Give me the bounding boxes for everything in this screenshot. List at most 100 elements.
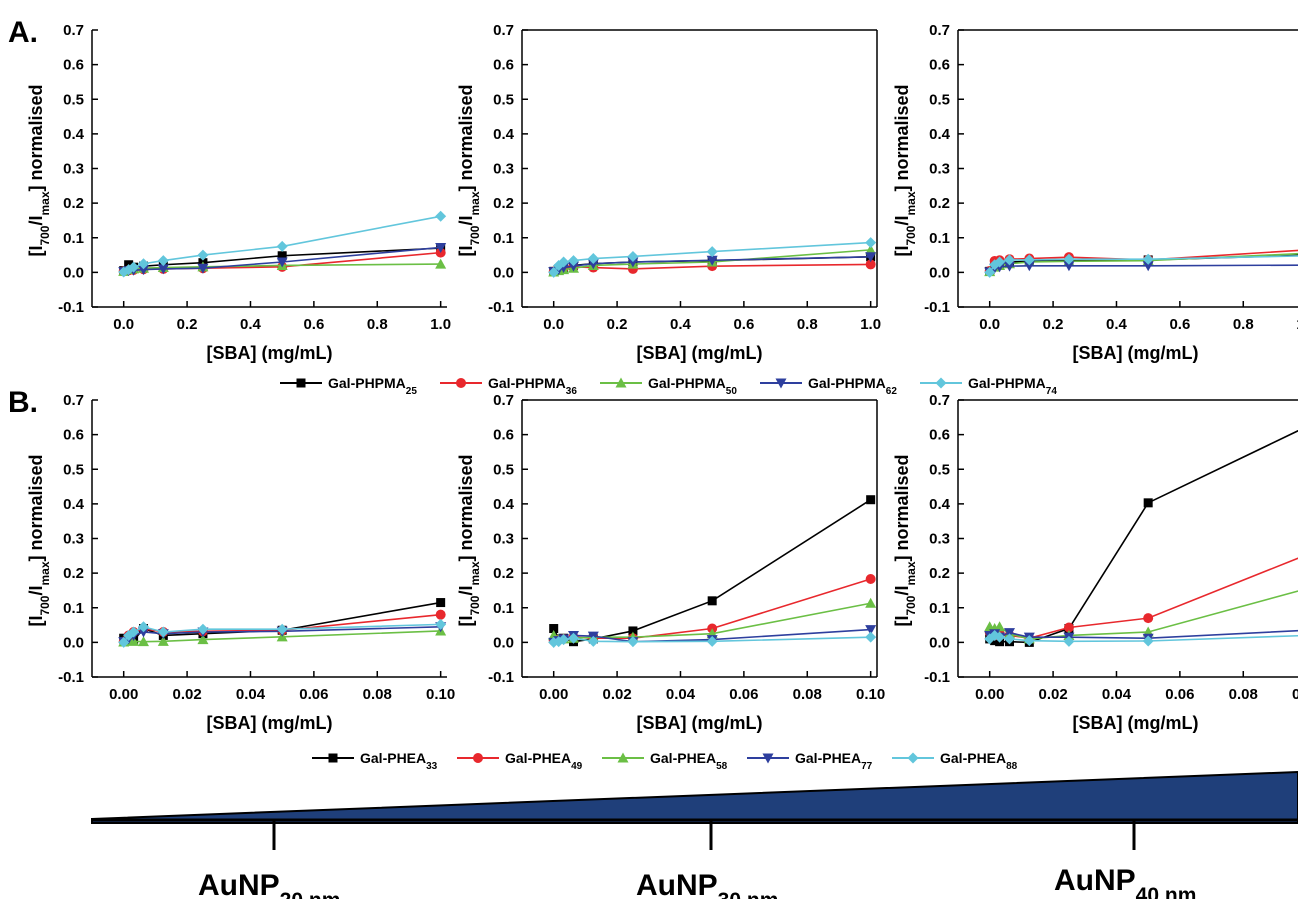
series-2-point	[1143, 613, 1154, 624]
y-tick-label: 0.1	[493, 600, 514, 617]
series-4-point	[157, 264, 169, 275]
series-4-point	[1023, 261, 1035, 272]
series-4-point	[138, 265, 150, 276]
series-1-point	[866, 495, 876, 505]
series-1-point	[436, 598, 446, 608]
legend-name: Gal-PHEA	[795, 750, 861, 766]
x-tick-label: 0.8	[1233, 316, 1254, 333]
y-tick-label: 0.1	[63, 230, 84, 247]
x-tick-label: 0.02	[1038, 686, 1067, 703]
y-axis-label-part: ] normalised	[892, 84, 912, 191]
legend-b: Gal-PHEA33 Gal-PHEA49 Gal-PHEA58 Gal-PHEA77…	[312, 750, 1018, 772]
series-5-point	[706, 635, 718, 647]
y-axis-label-part: 700	[904, 595, 918, 615]
y-axis-label-part: /I	[892, 586, 912, 596]
y-axis-label: [I700/Imax] normalised	[26, 454, 52, 626]
legend-marker-1	[296, 378, 306, 388]
x-tick-label: 0.02	[602, 686, 631, 703]
x-tick-label: 0.6	[303, 316, 324, 333]
legend-subscript: 33	[426, 761, 438, 772]
x-tick-label: 0.8	[797, 316, 818, 333]
x-tick-label: 0.08	[793, 686, 822, 703]
y-tick-label: 0.2	[493, 565, 514, 582]
series-4-point	[865, 625, 877, 636]
series-3-point	[138, 636, 150, 647]
series-3-point	[197, 634, 209, 645]
x-tick-label: 0.10	[856, 686, 885, 703]
x-tick-label: 0.2	[1043, 316, 1064, 333]
y-tick-label: 0.6	[493, 57, 514, 74]
legend-name: Gal-PHPMA	[488, 375, 566, 391]
series-5-point	[627, 250, 639, 262]
x-tick-label: 0.4	[670, 316, 692, 333]
y-axis-label-part: ] normalised	[26, 84, 46, 191]
y-axis-label-part: /I	[26, 216, 46, 226]
series-5-point	[627, 636, 639, 648]
y-tick-label: 0.0	[493, 634, 514, 651]
x-tick-label: 0.10	[1292, 686, 1298, 703]
series-1-point	[549, 624, 559, 634]
series-5-point	[587, 253, 599, 265]
y-axis-label-part: /I	[456, 586, 476, 596]
y-axis-label-part: max	[38, 561, 52, 585]
y-tick-label: 0.1	[929, 230, 950, 247]
legend-name: Gal-PHEA	[360, 750, 426, 766]
x-tick-label: 0.0	[979, 316, 1000, 333]
x-axis-label: [SBA] (mg/mL)	[637, 343, 763, 363]
legend-marker-3	[617, 752, 629, 763]
y-axis-label-part: ] normalised	[892, 454, 912, 561]
legend-marker-4	[775, 378, 787, 389]
y-tick-label: 0.0	[929, 634, 950, 651]
y-axis-label-part: ] normalised	[456, 454, 476, 561]
series-5-point	[1004, 633, 1016, 645]
y-tick-label: 0.6	[63, 57, 84, 74]
plots: -0.1 0.0 0.1 0.2 0.3 0.4 0.5 0.6 0.7 0.0 0.2 0.4 0.6…	[26, 22, 1298, 733]
y-tick-label: 0.7	[63, 392, 84, 409]
y-tick-label: -0.1	[58, 669, 84, 686]
legend-item-1: Gal-PHEA33	[360, 750, 438, 772]
y-axis-label-part: 700	[468, 595, 482, 615]
series-4-point	[706, 255, 718, 266]
np-label-40nm: AuNP40 nm	[1054, 864, 1196, 899]
legend-item-4: Gal-PHEA77	[795, 750, 873, 772]
y-tick-label: 0.7	[929, 392, 950, 409]
y-tick-label: -0.1	[924, 299, 950, 316]
legend-item-2: Gal-PHPMA36	[488, 375, 577, 397]
x-tick-label: 0.00	[539, 686, 568, 703]
legend-name: Gal-PHPMA	[968, 375, 1046, 391]
panel-label-b: B.	[8, 386, 38, 419]
y-tick-label: 0.5	[929, 91, 950, 108]
series-5-point	[1142, 253, 1154, 265]
y-tick-label: 0.3	[493, 161, 514, 178]
x-axis-label: [SBA] (mg/mL)	[207, 713, 333, 733]
y-tick-label: 0.5	[493, 461, 514, 478]
legend-subscript: 49	[571, 761, 583, 772]
y-axis-label-part: [I	[26, 246, 46, 257]
y-axis-label-part: [I	[892, 616, 912, 627]
legend-marker-5	[935, 377, 947, 389]
y-tick-label: 0.7	[493, 392, 514, 409]
y-tick-label: 0.2	[63, 195, 84, 212]
legend-marker-2	[473, 753, 483, 763]
np-label-20nm: AuNP20 nm	[198, 869, 340, 899]
y-axis-label-part: 700	[38, 225, 52, 245]
np-label-30nm: AuNP30 nm	[636, 869, 778, 899]
y-tick-label: 0.2	[63, 565, 84, 582]
series-5-point	[587, 635, 599, 647]
x-tick-label: 0.10	[426, 686, 455, 703]
y-axis-label-part: /I	[892, 216, 912, 226]
series-1-point	[1143, 498, 1153, 508]
x-tick-label: 0.6	[733, 316, 754, 333]
y-tick-label: 0.4	[493, 126, 515, 143]
series-4-point	[138, 627, 150, 638]
series-line-2	[989, 557, 1298, 640]
y-tick-label: 0.0	[493, 264, 514, 281]
series-3-point	[865, 244, 877, 255]
y-axis-label-part: max	[38, 191, 52, 215]
y-tick-label: 0.5	[63, 461, 84, 478]
legend-item-1: Gal-PHPMA25	[328, 375, 417, 397]
legend-name: Gal-PHPMA	[328, 375, 406, 391]
legend-marker-2	[456, 378, 466, 388]
y-axis-label-part: ] normalised	[456, 84, 476, 191]
